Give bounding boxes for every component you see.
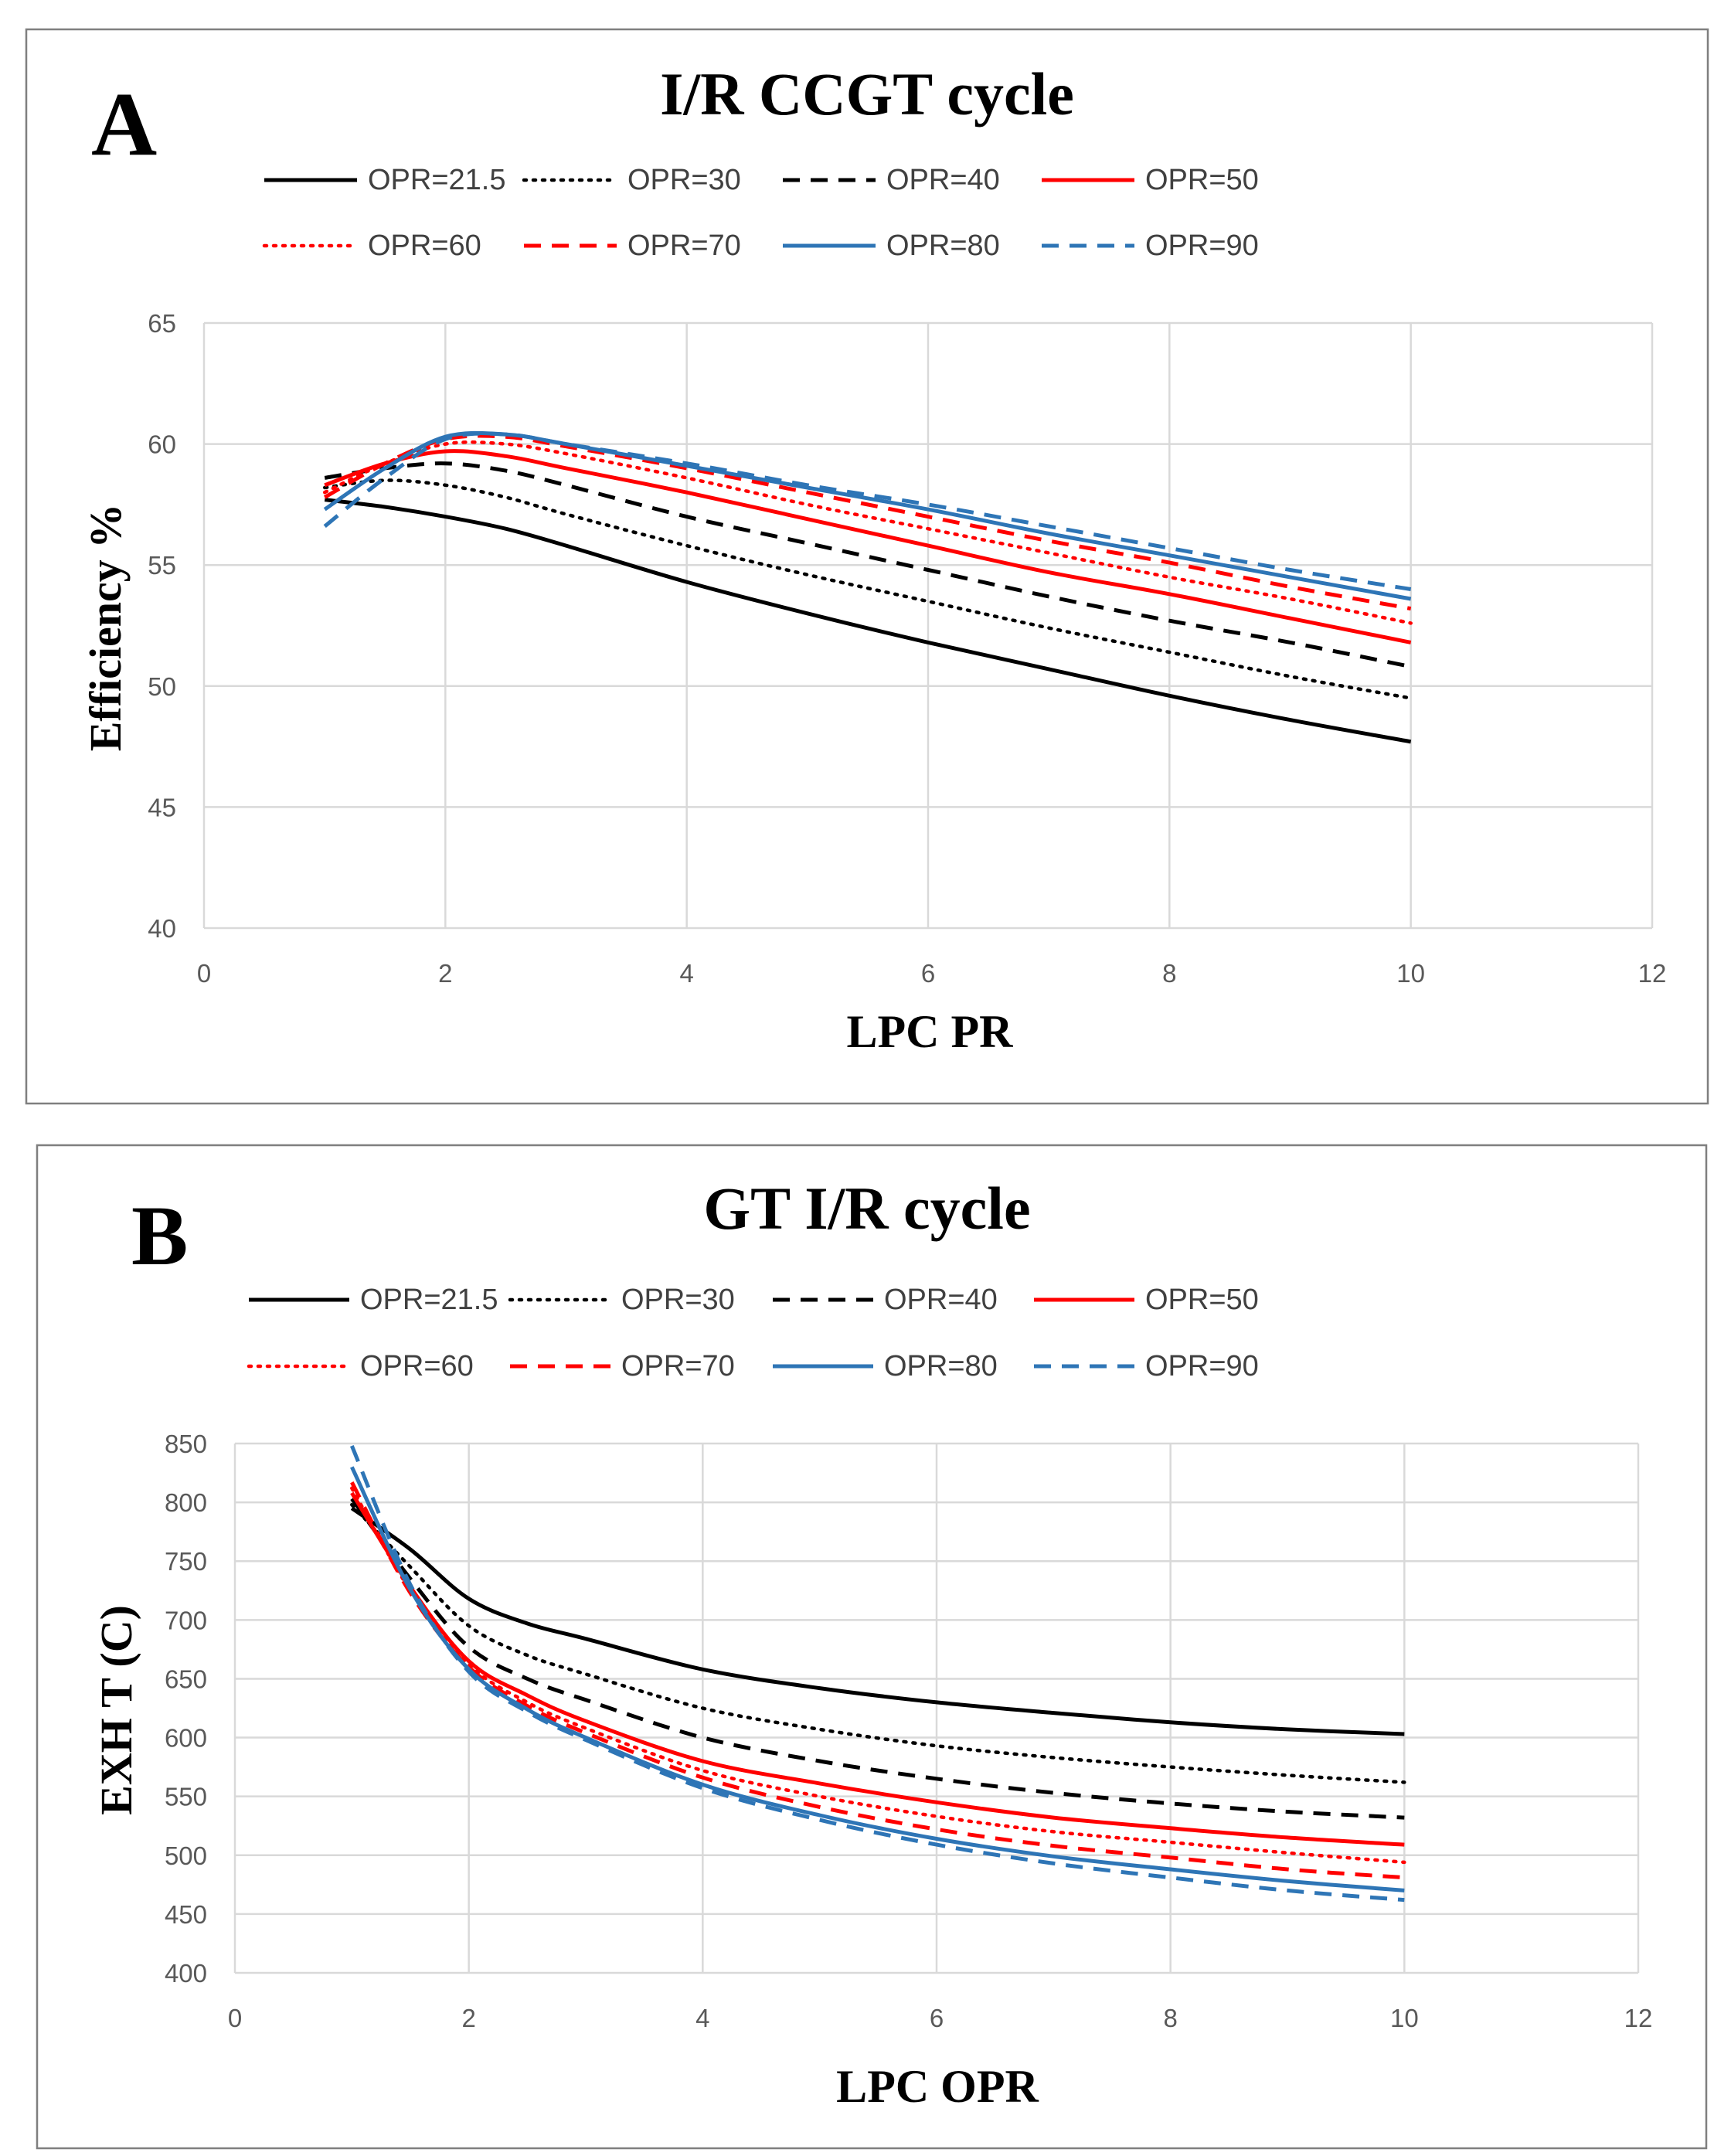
- panel-b-x-tick-3: 6: [930, 2004, 944, 2032]
- panel-a-legend-label-3: OPR=50: [1145, 164, 1259, 196]
- panel-b-label: B: [131, 1189, 188, 1283]
- panel-b-series-line-7: [349, 1445, 1405, 1903]
- panel-b-series-line-3: [350, 1491, 1405, 1847]
- panel-a-legend-label-4: OPR=60: [368, 230, 481, 262]
- panel-b-y-tick-9: 850: [165, 1430, 207, 1458]
- panel-b-x-tick-6: 12: [1624, 2004, 1653, 2032]
- panel-b-legend-label-2: OPR=40: [884, 1284, 998, 1316]
- panel-b-y-tick-6: 700: [165, 1606, 207, 1634]
- panel-a-title: I/R CCGT cycle: [660, 60, 1074, 128]
- panel-a-y-tick-2: 50: [148, 672, 176, 701]
- panel-a-series: [322, 430, 1413, 744]
- panel-a-y-axis-label: Efficiency %: [80, 504, 131, 752]
- panel-b-x-axis-label: LPC OPR: [836, 2061, 1039, 2112]
- panel-b-legend-label-3: OPR=50: [1145, 1284, 1259, 1316]
- panel-b-y-tick-3: 550: [165, 1783, 207, 1811]
- panel-a-x-tick-1: 2: [438, 959, 452, 988]
- panel-b-y-axis-label: EXH T (C): [91, 1605, 141, 1815]
- panel-b-x-tick-1: 2: [461, 2004, 475, 2032]
- panel-b-series: [349, 1445, 1406, 1903]
- panel-b-legend-label-4: OPR=60: [360, 1350, 474, 1382]
- panel-b-legend-label-1: OPR=30: [621, 1284, 735, 1316]
- panel-a-x-tick-2: 4: [679, 959, 693, 988]
- panel-a-legend-label-1: OPR=30: [627, 164, 741, 196]
- panel-a-y-tick-0: 40: [148, 914, 176, 943]
- panel-b-x-tick-5: 10: [1390, 2004, 1419, 2032]
- panel-a-series-line-3: [324, 449, 1412, 644]
- panel-a-y-tick-4: 60: [148, 430, 176, 459]
- panel-b-y-tick-1: 450: [165, 1900, 207, 1929]
- panel-a-x-tick-0: 0: [197, 959, 211, 988]
- panel-b-gridlines: [233, 1442, 1640, 1974]
- panel-a-legend-label-2: OPR=40: [886, 164, 1000, 196]
- panel-a-y-tick-5: 65: [148, 309, 176, 338]
- panel-b-legend-label-6: OPR=80: [884, 1350, 998, 1382]
- panel-a-series-line-1: [322, 478, 1413, 700]
- panel-b-x-tick-0: 0: [228, 2004, 242, 2032]
- panel-b-y-tick-4: 600: [165, 1724, 207, 1753]
- panel-a-series-line-0: [324, 498, 1412, 744]
- panel-a-frame: [25, 28, 1709, 1105]
- panel-a-series-line-6: [323, 430, 1412, 601]
- panel-a-legend: OPR=21.5 OPR=30 OPR=40 OPR=50 OPR=60 OPR=70 OP…: [262, 164, 1259, 262]
- panel-b-y-tick-2: 500: [165, 1841, 207, 1870]
- panel-a-x-tick-3: 6: [921, 959, 935, 988]
- panel-b-legend-label-7: OPR=90: [1145, 1350, 1259, 1382]
- panel-a-legend-label-6: OPR=80: [886, 230, 1000, 262]
- panel-a-legend-label-0: OPR=21.5: [368, 164, 506, 196]
- panel-a-x-tick-4: 8: [1162, 959, 1176, 988]
- panel-a-series-line-5: [323, 434, 1412, 611]
- panel-b-frame: [36, 1144, 1708, 2150]
- panel-a-label: A: [91, 73, 157, 175]
- panel-a-x-tick-5: 10: [1396, 959, 1425, 988]
- panel-a-series-line-2: [324, 461, 1412, 669]
- panel-b: B GT I/R cycle OPR=21.5 OPR=30 OPR=40 OPR=5…: [36, 1144, 1708, 2150]
- panel-a-legend-label-7: OPR=90: [1145, 230, 1259, 262]
- panel-b-title: GT I/R cycle: [703, 1175, 1030, 1242]
- panel-b-x-tick-4: 8: [1163, 2004, 1177, 2032]
- panel-b-y-tick-7: 750: [165, 1547, 207, 1576]
- panel-b-y-tick-8: 800: [165, 1488, 207, 1517]
- panel-b-legend-label-5: OPR=70: [621, 1350, 735, 1382]
- panel-a-legend-label-5: OPR=70: [627, 230, 741, 262]
- panel-a-y-tick-1: 45: [148, 793, 176, 821]
- panel-b-series-line-0: [350, 1506, 1405, 1736]
- panel-b-series-line-1: [350, 1502, 1406, 1784]
- panel-a-x-tick-6: 12: [1638, 959, 1667, 988]
- panel-b-y-tick-0: 400: [165, 1959, 207, 1988]
- panel-b-tick-labels: 0 2 4 6 8 10 12 400 450 500 550 600 650 700 750 800 850: [165, 1430, 1652, 2032]
- panel-b-x-tick-2: 4: [695, 2004, 709, 2032]
- panel-a-series-line-4: [322, 440, 1413, 625]
- panel-b-legend-label-0: OPR=21.5: [360, 1284, 498, 1316]
- panel-a-x-axis-label: LPC PR: [847, 1006, 1014, 1057]
- panel-a-series-line-7: [323, 431, 1412, 591]
- panel-b-y-tick-5: 650: [165, 1665, 207, 1693]
- panel-a-gridlines: [202, 321, 1654, 930]
- panel-b-legend: OPR=21.5 OPR=30 OPR=40 OPR=50 OPR=60 OPR=70 OP…: [247, 1284, 1259, 1382]
- panel-a-tick-labels: 0 2 4 6 8 10 12 40 45 50 55 60 65: [148, 309, 1666, 988]
- panel-a: A I/R CCGT cycle OPR=21.5 OPR=30 OPR=40 OPR…: [25, 28, 1709, 1105]
- panel-a-y-tick-3: 55: [148, 551, 176, 580]
